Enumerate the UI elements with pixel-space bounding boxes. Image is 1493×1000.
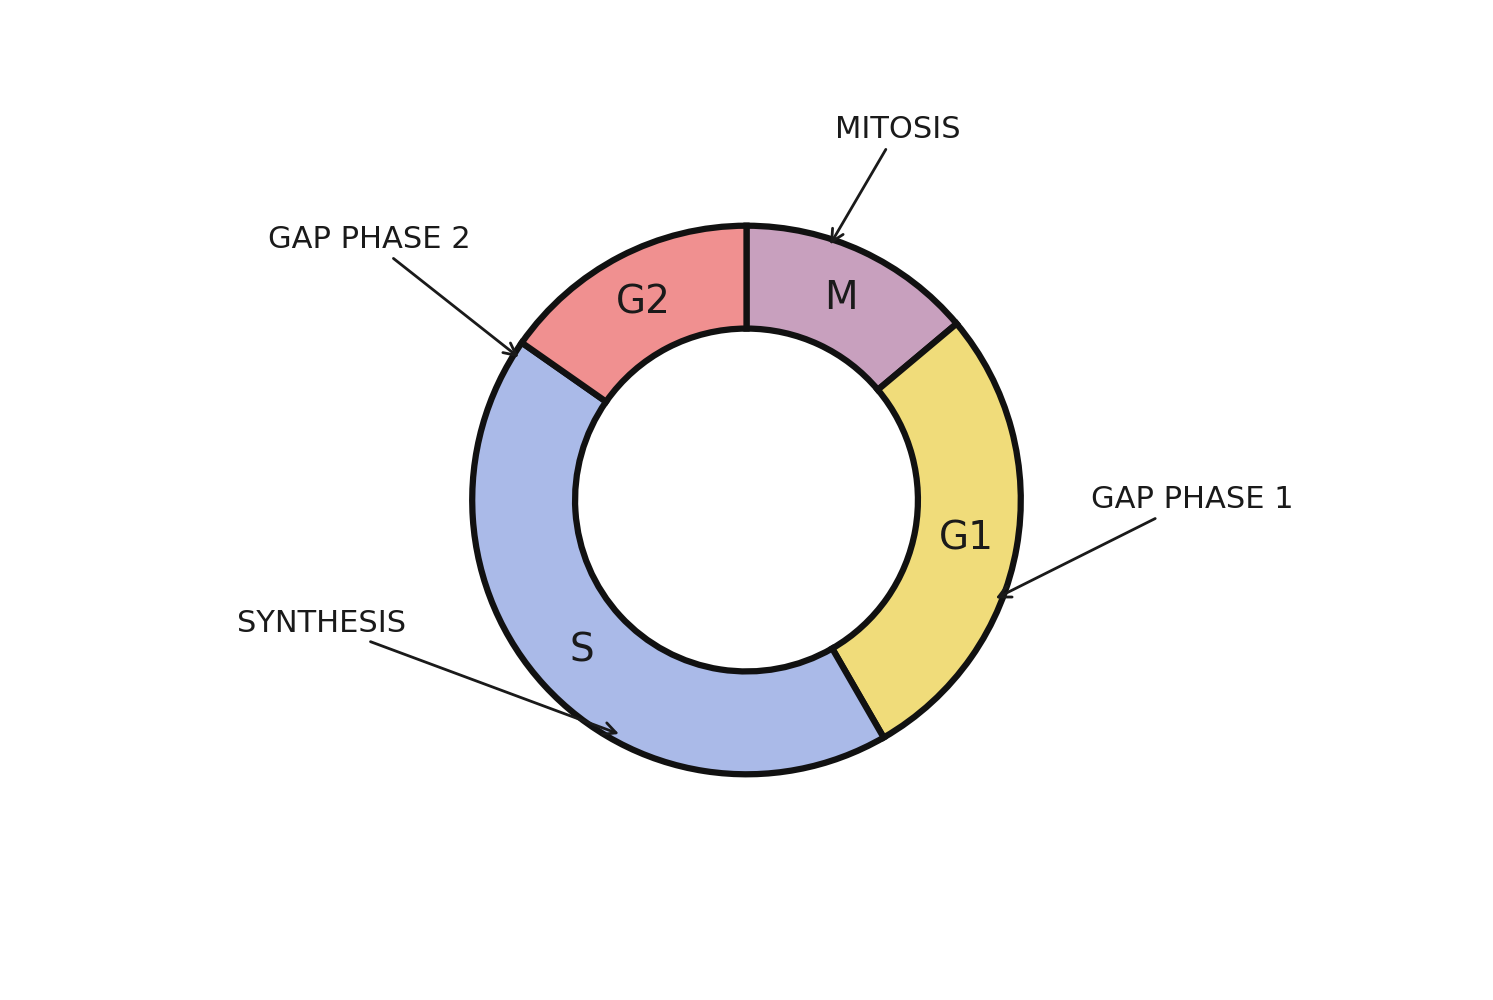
Wedge shape [832, 324, 1021, 738]
Text: M: M [824, 279, 857, 317]
Text: GAP PHASE 2: GAP PHASE 2 [269, 225, 517, 355]
Wedge shape [746, 226, 957, 390]
Text: MITOSIS: MITOSIS [832, 115, 960, 242]
Text: SYNTHESIS: SYNTHESIS [237, 609, 617, 734]
Text: G1: G1 [939, 520, 993, 558]
Wedge shape [472, 343, 884, 774]
Text: GAP PHASE 1: GAP PHASE 1 [999, 486, 1293, 597]
Text: G2: G2 [617, 283, 670, 321]
Text: S: S [570, 632, 594, 670]
Wedge shape [523, 226, 746, 402]
